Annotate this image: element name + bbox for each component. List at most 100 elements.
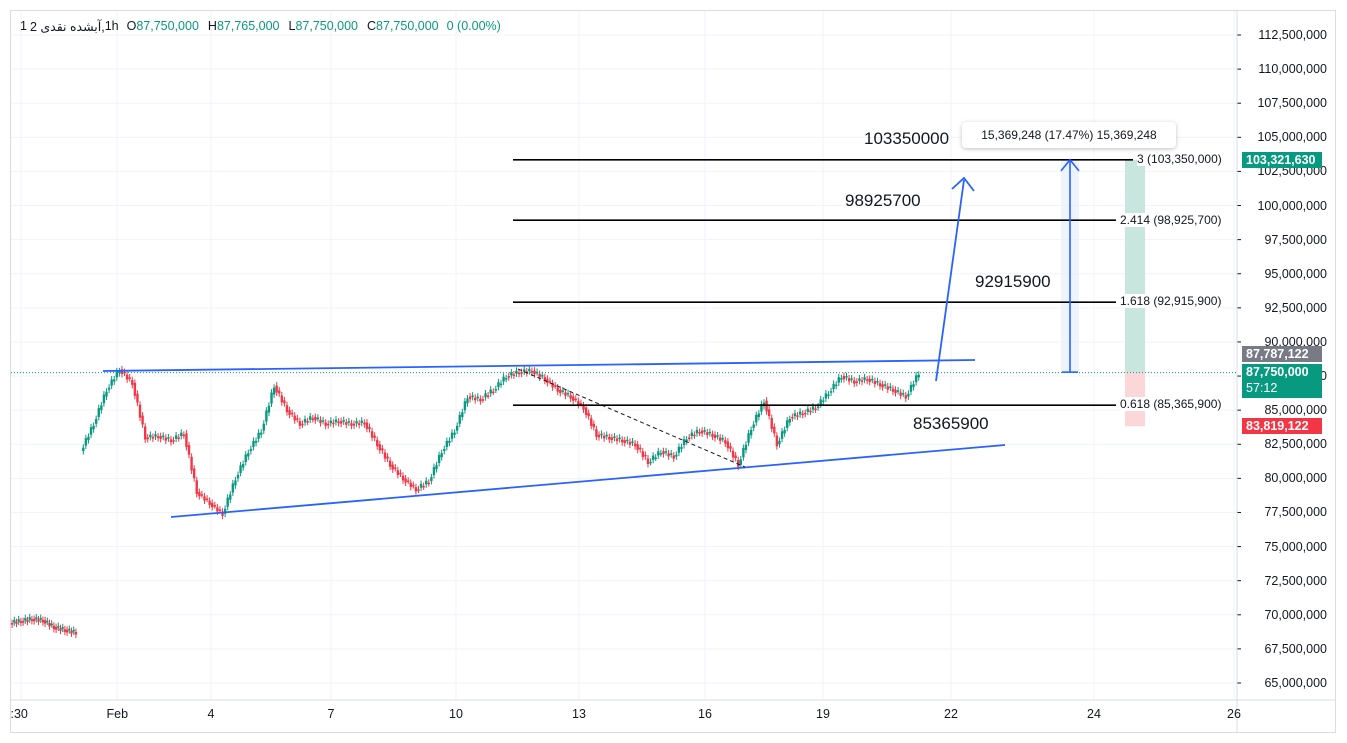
candle-body xyxy=(278,390,281,394)
price-tick-label: 107,500,000 xyxy=(1257,96,1327,111)
candle-body xyxy=(468,396,472,400)
price-tick-label: 85,000,000 xyxy=(1264,403,1327,418)
chart-frame[interactable] xyxy=(10,10,1336,733)
candle-body xyxy=(355,421,358,424)
candle-body xyxy=(767,409,771,417)
legend-open-label: O xyxy=(126,19,137,33)
candle-body xyxy=(70,630,73,634)
candle-body xyxy=(878,383,882,387)
candle-body xyxy=(543,377,547,381)
candle-body xyxy=(801,413,804,416)
candle-body xyxy=(765,400,768,412)
dashed-trendline xyxy=(517,368,746,468)
candle-body xyxy=(84,438,88,446)
candle-body xyxy=(383,452,387,459)
candle-body xyxy=(770,418,773,429)
candle-body xyxy=(739,459,742,465)
candle-body xyxy=(321,420,325,422)
candle-body xyxy=(858,378,861,381)
annotation-target-0618[interactable]: 85365900 xyxy=(913,414,989,433)
candle-body xyxy=(744,444,748,450)
legend-title: آبشده نقدی 2, xyxy=(29,20,105,34)
candle-body xyxy=(192,468,196,479)
candle-body xyxy=(97,408,100,417)
candle-body xyxy=(654,457,657,459)
candle-body xyxy=(24,618,27,621)
candle-body xyxy=(388,460,392,467)
candle-body xyxy=(553,385,557,387)
candle-body xyxy=(15,622,18,624)
candle-body xyxy=(102,394,106,404)
candle-body xyxy=(218,509,222,511)
candle-body xyxy=(195,480,198,495)
candle-body xyxy=(419,483,423,488)
candle-body xyxy=(133,382,137,396)
candle-body xyxy=(205,498,209,501)
candle-body xyxy=(886,386,889,390)
candle-body xyxy=(835,384,838,387)
candle-body xyxy=(386,456,389,459)
candle-body xyxy=(458,414,461,424)
candle-body xyxy=(301,423,304,426)
target-zone xyxy=(1125,159,1145,373)
candle-body xyxy=(115,371,119,378)
time-tick-label: Feb xyxy=(106,707,129,721)
candle-body xyxy=(185,433,188,448)
countdown-timer: 57:12 xyxy=(1246,381,1278,395)
candle-body xyxy=(68,628,71,631)
candle-body xyxy=(10,622,14,625)
candle-body xyxy=(608,436,611,440)
candle-body xyxy=(873,380,877,385)
price-tick-label: 90,000,000 xyxy=(1264,334,1327,349)
lower-trendline xyxy=(170,444,1006,518)
candle-body xyxy=(443,449,446,452)
candle-body xyxy=(757,413,761,417)
candle-body xyxy=(855,381,859,384)
price-tick-label: 82,500,000 xyxy=(1264,437,1327,452)
legend-change: 0 (0.00%) xyxy=(446,19,501,33)
price-tick-label: 70,000,000 xyxy=(1264,607,1327,622)
fib-label-3: 3 (103,350,000) xyxy=(1137,152,1222,166)
candle-body xyxy=(113,379,116,382)
candle-body xyxy=(412,484,415,487)
candle-body xyxy=(190,456,193,471)
candle-body xyxy=(306,421,309,423)
candle-body xyxy=(853,380,856,384)
candle-body xyxy=(149,434,152,438)
candle-body xyxy=(146,437,149,440)
fib-label-1618: 1.618 (92,915,900) xyxy=(1120,294,1222,308)
candle-body xyxy=(231,483,235,493)
candle-body xyxy=(13,620,16,623)
candle-body xyxy=(414,487,418,492)
candle-body xyxy=(280,395,284,403)
annotation-target-3[interactable]: 103350000 xyxy=(864,129,950,148)
candle-body xyxy=(177,437,180,439)
candle-body xyxy=(203,496,206,501)
candle-body xyxy=(569,395,572,399)
time-tick-label: 16 xyxy=(698,707,712,721)
candle-body xyxy=(832,383,835,390)
candle-body xyxy=(283,400,286,404)
candle-body xyxy=(876,381,879,383)
candle-body xyxy=(868,378,871,382)
candle-body xyxy=(445,440,449,447)
candle-body xyxy=(404,478,407,483)
candle-body xyxy=(865,379,869,381)
candle-body xyxy=(574,398,577,401)
candle-body xyxy=(159,436,162,439)
candle-body xyxy=(850,378,853,380)
candle-body xyxy=(226,497,229,507)
candle-body xyxy=(169,439,173,443)
candle-body xyxy=(52,625,56,630)
candle-body xyxy=(182,434,186,437)
candle-body xyxy=(474,397,477,401)
candle-body xyxy=(26,620,29,622)
candle-body xyxy=(381,448,384,451)
candle-body xyxy=(466,398,469,404)
candle-body xyxy=(211,502,214,508)
candle-body xyxy=(816,406,820,408)
candle-body xyxy=(303,419,307,423)
annotation-target-1618[interactable]: 92915900 xyxy=(975,272,1051,291)
annotation-target-2414[interactable]: 98925700 xyxy=(845,191,921,210)
